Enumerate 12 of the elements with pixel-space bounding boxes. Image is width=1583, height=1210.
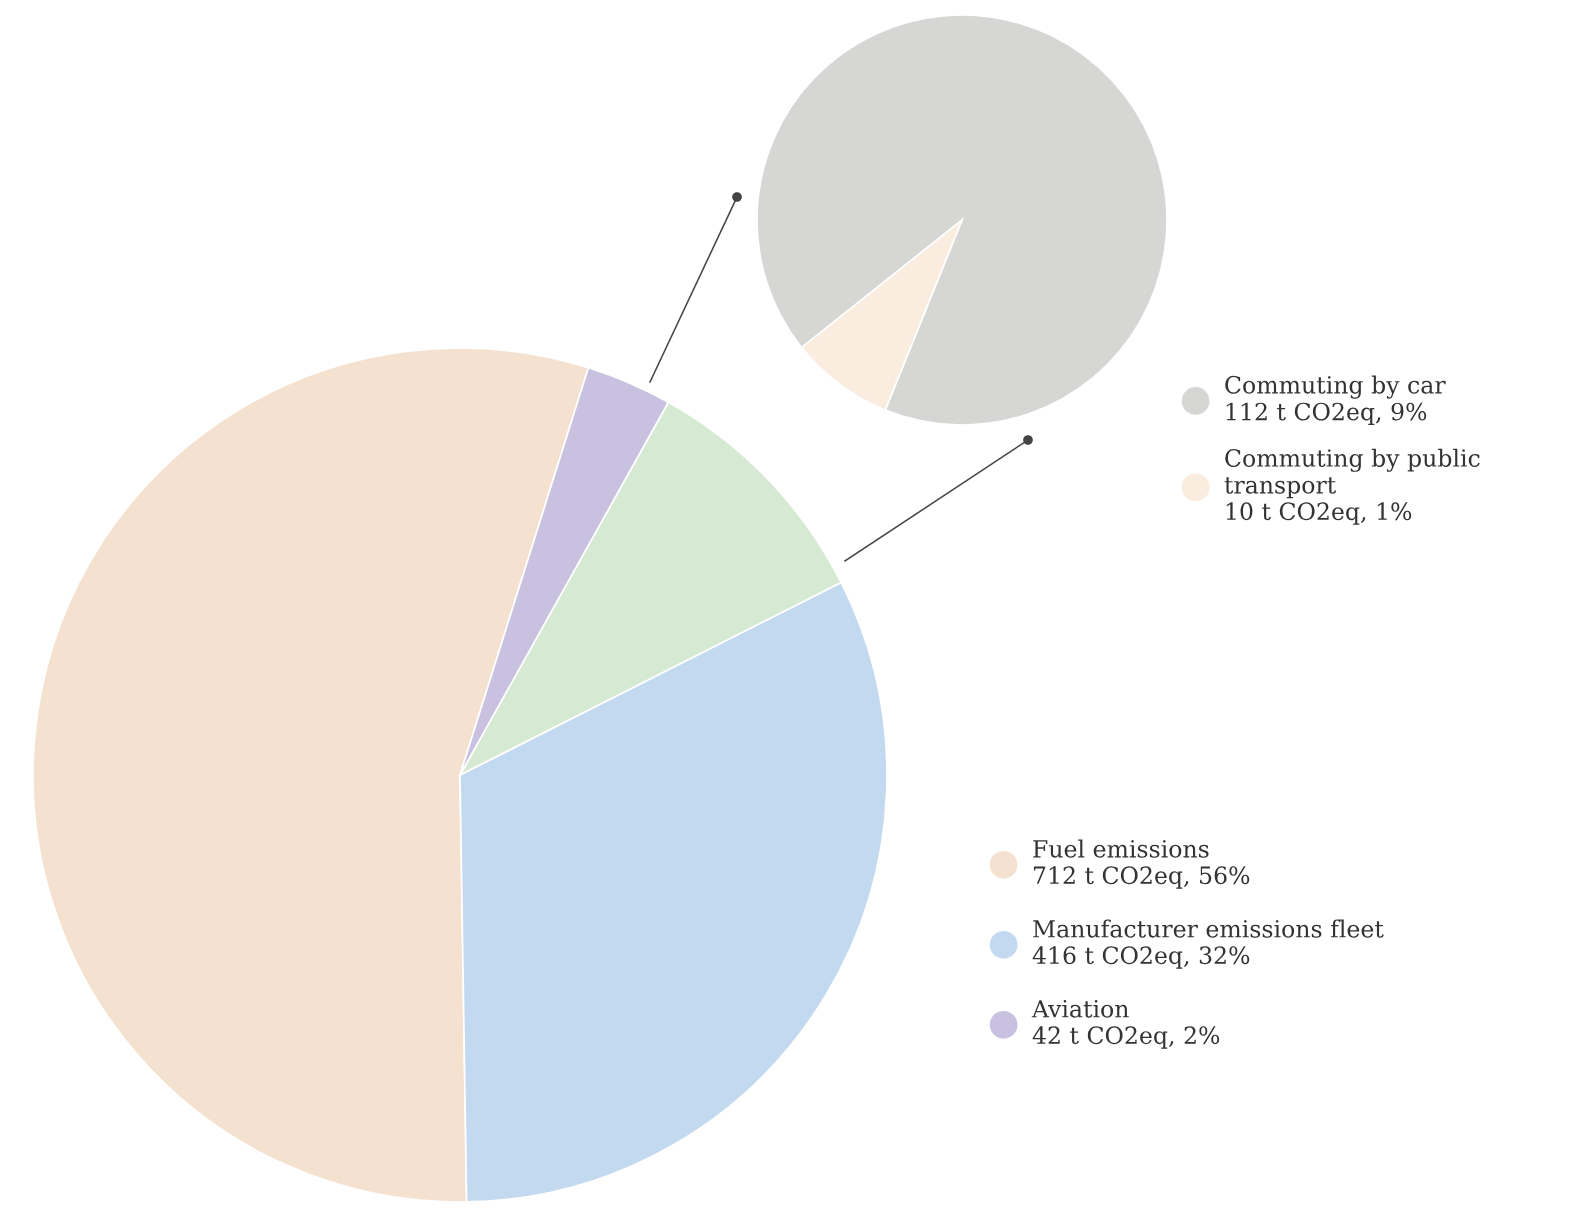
pie-slice (756, 14, 1168, 426)
legend-label: Fuel emissions (1033, 839, 1209, 858)
legend-label: Aviation (1031, 999, 1129, 1018)
data-label: 10 t CO2eq, 1% (1226, 502, 1412, 525)
legend-label: Commuting by car (1225, 375, 1446, 399)
legend-label: Manufacturer emissions fleet (1033, 919, 1384, 938)
legend-label: Commuting by public transport (1224, 448, 1480, 499)
data-label: 42 t CO2eq, 2% (1032, 1026, 1220, 1049)
data-label: 712 t CO2eq, 56% (1033, 866, 1250, 889)
data-label: 112 t CO2eq, 9% (1226, 402, 1427, 426)
data-label: 416 t CO2eq, 32% (1032, 946, 1250, 969)
pie-slice (800, 219, 963, 411)
